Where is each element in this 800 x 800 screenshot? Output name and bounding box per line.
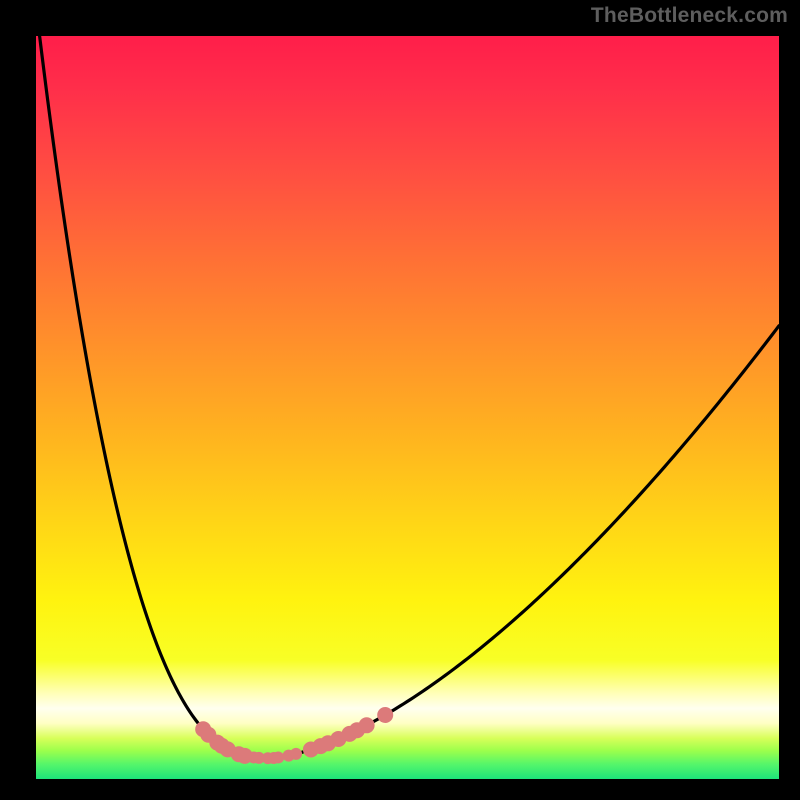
watermark-text: TheBottleneck.com [591,4,788,28]
data-point [272,751,284,763]
bottleneck-chart [0,0,800,800]
chart-container: TheBottleneck.com [0,0,800,800]
gradient-background [36,36,779,779]
data-point [290,748,302,760]
data-point [359,717,375,733]
data-point [377,707,393,723]
